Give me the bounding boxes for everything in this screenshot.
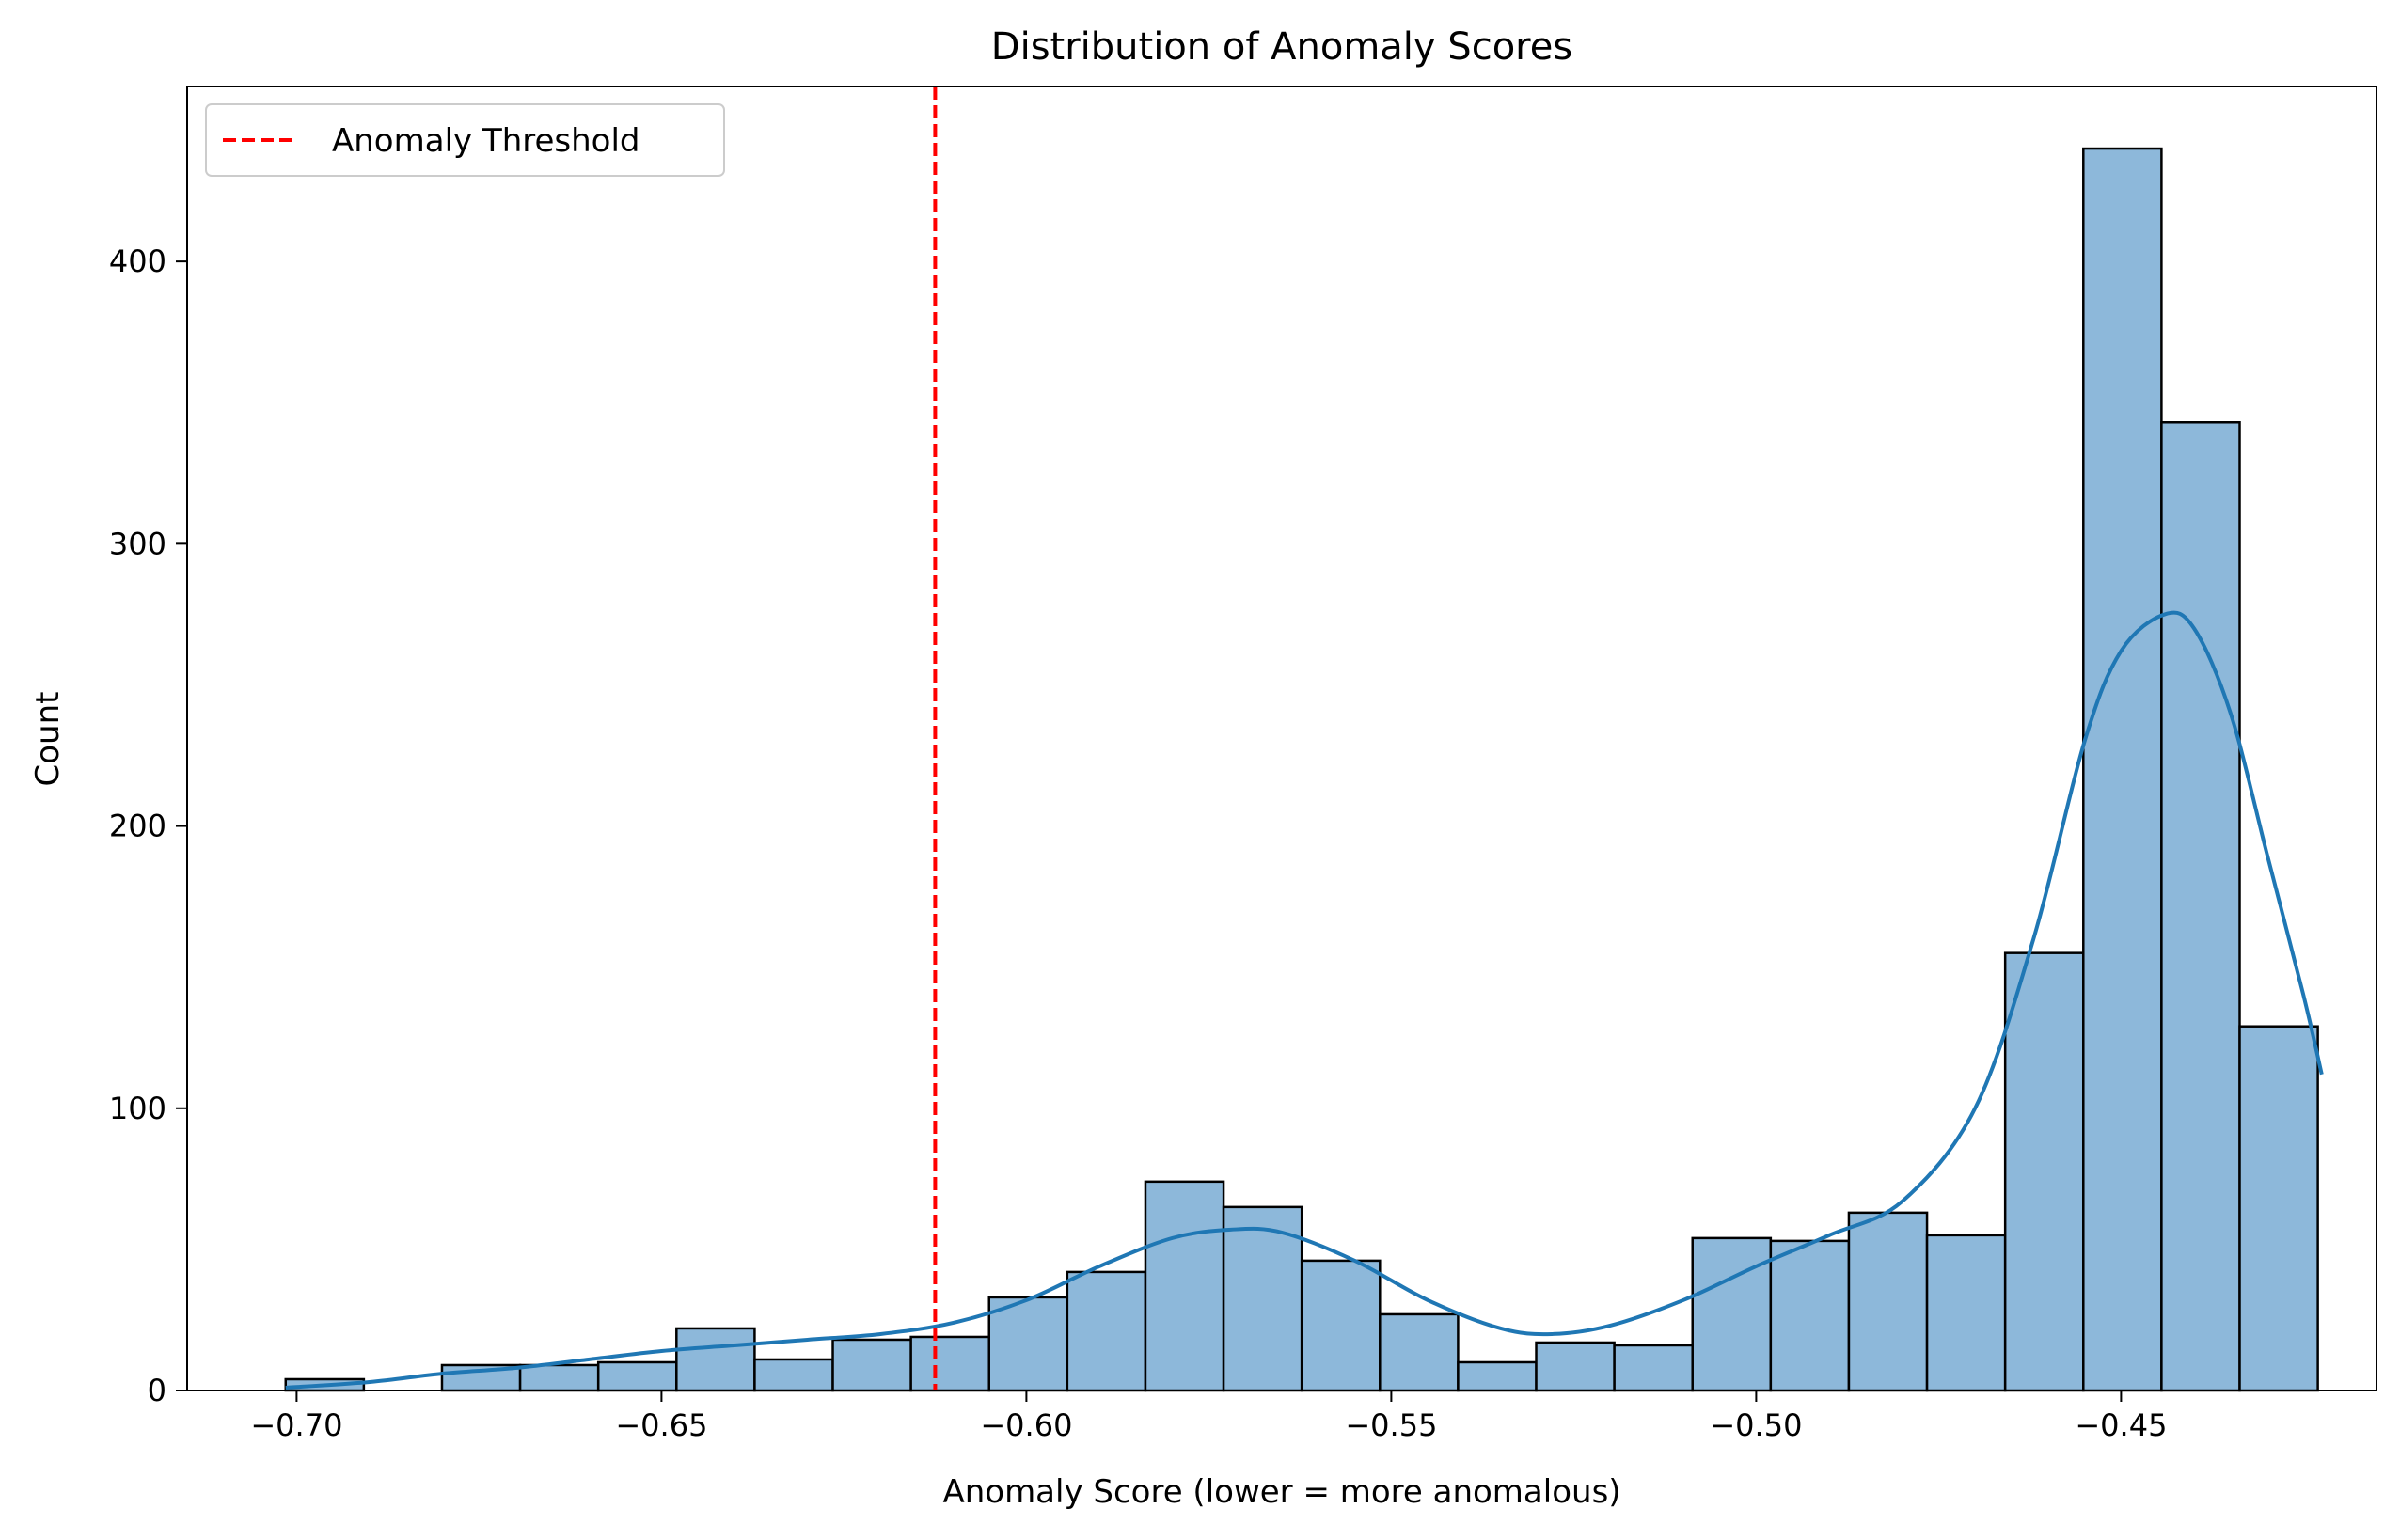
x-tick-label: −0.60 xyxy=(980,1407,1072,1443)
y-tick-label: 300 xyxy=(109,526,166,561)
x-tick-label: −0.45 xyxy=(2075,1407,2167,1443)
y-tick-label: 400 xyxy=(109,244,166,279)
x-axis-ticks: −0.70 −0.65 −0.60 −0.55 −0.50 −0.45 xyxy=(250,1391,2167,1443)
legend-threshold-label: Anomaly Threshold xyxy=(332,122,640,160)
histogram-bar xyxy=(675,1327,756,1392)
histogram-bar xyxy=(753,1358,834,1392)
histogram-bar xyxy=(1769,1239,1851,1392)
histogram-bar xyxy=(2003,951,2085,1392)
x-tick-label: −0.70 xyxy=(250,1407,342,1443)
histogram-bar xyxy=(1222,1205,1303,1392)
histogram-bar xyxy=(831,1338,912,1392)
plot-area-frame xyxy=(186,86,2377,1391)
histogram-bar xyxy=(1925,1234,2007,1392)
histogram-bar xyxy=(987,1296,1069,1392)
histogram-bar xyxy=(1535,1341,1616,1392)
histogram-bar xyxy=(1613,1344,1694,1392)
legend-box xyxy=(205,103,725,177)
histogram-bar xyxy=(2160,421,2241,1392)
histogram-bar xyxy=(596,1360,678,1392)
chart-title: Distribution of Anomaly Scores xyxy=(991,25,1572,69)
legend: Anomaly Threshold xyxy=(205,103,725,177)
histogram-bars xyxy=(284,147,2319,1392)
y-axis-label: Count xyxy=(29,692,67,787)
x-tick-label: −0.65 xyxy=(615,1407,707,1443)
x-tick-label: −0.50 xyxy=(1710,1407,1802,1443)
histogram-bar xyxy=(1066,1270,1147,1392)
y-tick-label: 200 xyxy=(109,809,166,844)
histogram-bar xyxy=(1457,1360,1538,1392)
histogram-bar xyxy=(1691,1236,1773,1392)
kde-layer xyxy=(285,610,2324,1390)
histogram-bar xyxy=(2238,1025,2319,1392)
y-axis-ticks: 0 100 200 300 400 xyxy=(109,244,187,1408)
histogram-bar xyxy=(1379,1312,1460,1392)
y-tick-label: 100 xyxy=(109,1091,166,1126)
histogram-bar xyxy=(1847,1211,1929,1392)
kde-curve xyxy=(285,610,2324,1390)
histogram-bar xyxy=(909,1335,990,1392)
histogram-bar xyxy=(2082,147,2163,1392)
histogram-bar xyxy=(1144,1180,1225,1392)
x-axis-label: Anomaly Score (lower = more anomalous) xyxy=(942,1473,1620,1511)
histogram-bar xyxy=(1300,1259,1382,1392)
histogram-bar xyxy=(518,1363,600,1392)
x-tick-label: −0.55 xyxy=(1345,1407,1437,1443)
y-tick-label: 0 xyxy=(148,1373,166,1408)
